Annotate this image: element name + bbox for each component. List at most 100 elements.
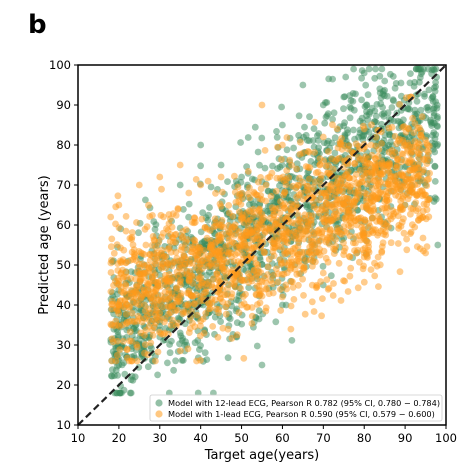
data-point-1-lead [418,113,426,121]
data-point-1-lead [340,141,348,149]
data-point-12-lead [310,125,318,132]
data-point-1-lead [347,223,355,230]
data-point-1-lead [227,270,235,278]
data-point-1-lead [360,253,368,261]
data-point-1-lead [283,285,290,293]
data-point-1-lead [147,309,154,317]
data-point-1-lead [297,189,305,197]
data-point-1-lead [295,235,303,243]
data-point-1-lead [419,234,427,242]
data-point-1-lead [331,245,339,253]
data-point-12-lead [329,115,336,123]
data-point-1-lead [418,176,426,184]
data-point-1-lead [345,155,353,162]
data-point-1-lead [159,330,167,338]
data-point-1-lead [119,289,127,297]
data-point-1-lead [375,182,383,190]
data-point-12-lead [142,196,149,204]
y-tick-label: 90 [56,98,71,112]
data-point-12-lead [330,109,338,117]
data-point-1-lead [371,155,379,163]
data-point-1-lead [142,241,150,249]
data-point-1-lead [331,191,339,199]
data-point-1-lead [270,271,277,279]
data-point-12-lead [404,105,411,113]
data-point-1-lead [371,259,378,267]
data-point-1-lead [387,239,395,247]
data-point-1-lead [142,289,150,297]
x-tick-label: 100 [435,431,457,445]
data-point-1-lead [166,278,174,285]
data-point-1-lead [326,202,333,210]
data-point-1-lead [139,250,146,258]
data-point-1-lead [222,310,230,318]
data-point-1-lead [354,284,362,292]
data-point-1-lead [216,233,224,241]
data-point-1-lead [122,310,130,318]
data-point-1-lead [151,237,159,245]
data-point-1-lead [297,138,304,146]
data-point-12-lead [431,162,439,170]
data-point-1-lead [115,201,123,209]
data-point-12-lead [154,371,162,379]
data-point-1-lead [173,268,181,276]
data-point-1-lead [317,175,324,183]
data-point-12-lead [434,241,442,249]
x-tick-label: 90 [398,431,413,445]
data-point-1-lead [128,229,136,236]
data-point-1-lead [324,216,332,224]
data-point-1-lead [372,133,380,141]
data-point-12-lead [413,98,421,105]
data-point-1-lead [412,199,420,206]
data-point-1-lead [176,161,184,169]
data-point-1-lead [423,160,431,168]
data-point-1-lead [410,143,418,151]
y-tick-label: 70 [56,178,71,192]
data-point-1-lead [260,249,268,257]
data-point-1-lead [360,278,368,286]
data-point-12-lead [331,149,339,157]
data-point-12-lead [204,216,212,224]
data-point-1-lead [281,189,288,197]
data-point-1-lead [264,263,272,271]
data-point-12-lead [168,337,175,345]
data-point-1-lead [415,164,422,172]
data-point-1-lead [262,197,270,205]
data-point-1-lead [123,320,130,327]
data-point-1-lead [257,185,265,193]
data-point-1-lead [295,281,302,289]
data-point-12-lead [379,104,386,111]
data-point-1-lead [180,251,188,259]
data-point-12-lead [315,144,322,152]
data-point-1-lead [316,209,323,217]
data-point-12-lead [251,123,259,131]
data-point-1-lead [399,123,407,131]
panel-label: b [28,10,47,40]
data-point-1-lead [224,325,232,333]
data-point-1-lead [411,137,419,145]
x-axis-title: Target age(years) [204,448,320,463]
data-point-1-lead [381,180,389,188]
data-point-12-lead [279,121,286,129]
data-point-1-lead [402,128,410,136]
data-point-1-lead [385,124,393,132]
data-point-1-lead [307,226,314,234]
data-point-12-lead [392,80,400,87]
data-point-12-lead [358,74,365,82]
data-point-1-lead [141,301,148,309]
data-point-1-lead [150,295,157,303]
data-point-1-lead [233,331,241,339]
data-point-1-lead [294,211,302,218]
data-point-1-lead [243,303,251,311]
data-point-12-lead [350,126,357,134]
data-point-1-lead [112,357,120,365]
data-point-1-lead [341,244,349,252]
data-point-1-lead [396,101,404,108]
data-point-1-lead [311,118,319,126]
data-point-1-lead [307,238,315,246]
data-point-12-lead [258,134,266,142]
data-point-1-lead [425,148,432,156]
data-point-1-lead [207,237,215,245]
data-point-1-lead [371,272,379,280]
data-point-12-lead [433,142,441,150]
